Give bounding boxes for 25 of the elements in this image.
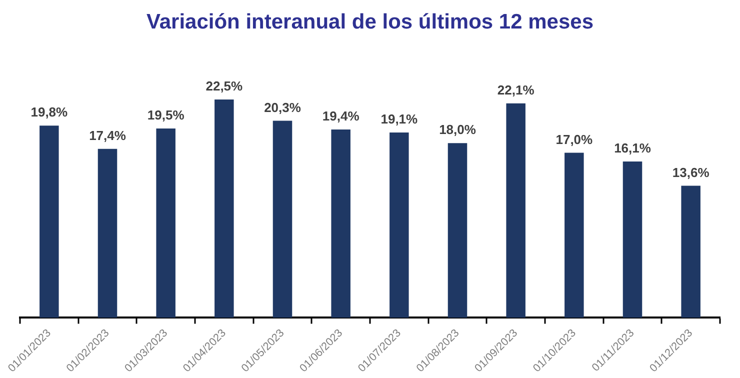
bar (622, 162, 642, 318)
data-label: 17,4% (89, 128, 126, 144)
bar (156, 128, 176, 318)
bar (214, 99, 234, 318)
bar (331, 130, 350, 318)
data-label: 19,4% (322, 108, 360, 124)
bar (448, 143, 468, 318)
bar (98, 148, 118, 318)
data-label: 13,6% (672, 164, 710, 180)
bar (506, 103, 526, 318)
data-label: 22,1% (497, 82, 535, 98)
bar (390, 132, 409, 318)
data-label: 20,3% (264, 100, 302, 115)
data-label: 22,5% (206, 78, 244, 94)
bar (40, 126, 59, 318)
data-label: 17,0% (556, 132, 594, 147)
bar (272, 120, 292, 318)
data-label: 19,5% (147, 108, 185, 123)
chart-title: Variación interanual de los últimos 12 meses (146, 10, 594, 34)
bar (681, 186, 700, 318)
data-label: 19,8% (30, 104, 68, 120)
data-label: 19,1% (380, 112, 418, 127)
data-label: 16,1% (614, 140, 652, 156)
data-label: 18,0% (439, 122, 476, 138)
bar (564, 152, 584, 318)
